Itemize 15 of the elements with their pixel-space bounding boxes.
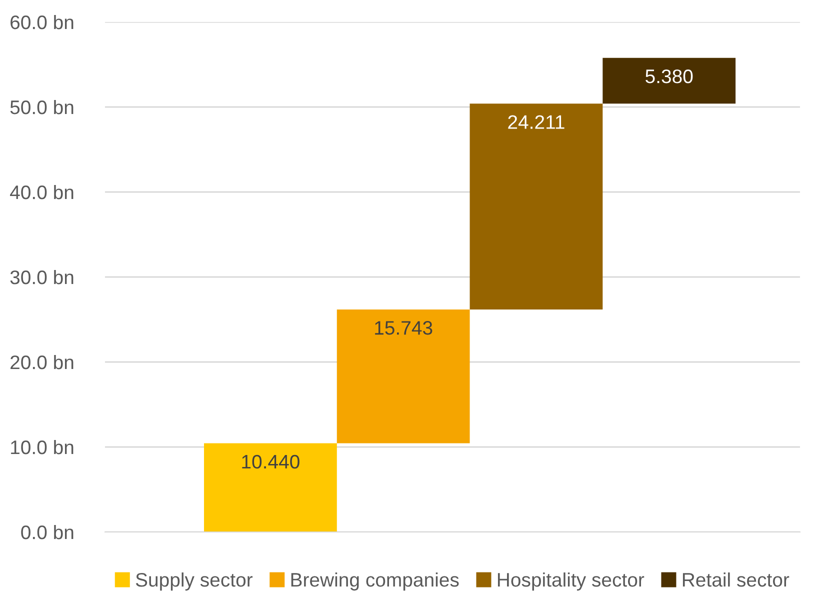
y-tick-label: 0.0 bn bbox=[21, 524, 74, 540]
legend-label: Hospitality sector bbox=[498, 572, 644, 591]
data-label: 5.380 bbox=[646, 69, 693, 84]
data-label: 24.211 bbox=[508, 115, 564, 129]
y-tick-label: 20.0 bn bbox=[10, 354, 74, 370]
y-tick-label: 10.0 bn bbox=[11, 440, 74, 454]
legend-label: Retail sector bbox=[682, 572, 790, 587]
y-tick-label: 60.0 bn bbox=[10, 14, 74, 30]
y-tick-label: 40.0 bn bbox=[10, 184, 74, 200]
y-tick-label: 50.0 bn bbox=[10, 100, 74, 114]
y-tick-label: 30.0 bn bbox=[10, 270, 74, 284]
legend-label: Supply sector bbox=[136, 572, 253, 591]
data-label: 10.440 bbox=[242, 454, 300, 469]
legend-label: Brewing companies bbox=[291, 572, 459, 591]
data-label: 15.743 bbox=[375, 321, 432, 335]
